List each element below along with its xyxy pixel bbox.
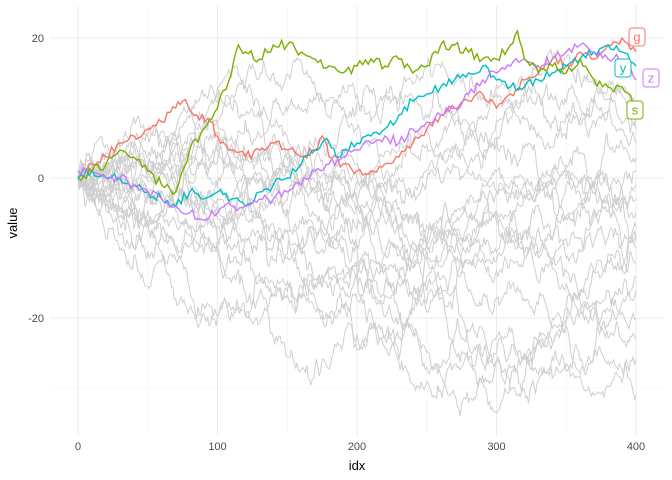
series-label-y: y xyxy=(614,58,632,78)
series-label-text: s xyxy=(632,103,639,118)
background-series-line xyxy=(77,56,637,183)
tick-labels: 0 100 200 300 400 -20 0 20 xyxy=(28,33,645,453)
background-series-line xyxy=(77,130,637,360)
background-series-line xyxy=(77,158,637,417)
background-series-line xyxy=(77,157,637,386)
background-series-line xyxy=(77,132,637,269)
y-axis-title: value xyxy=(5,207,20,238)
series-label-text: z xyxy=(648,71,655,86)
x-tick-label: 100 xyxy=(208,441,226,453)
y-tick-label: -20 xyxy=(28,313,44,325)
x-tick-label: 400 xyxy=(627,441,645,453)
series-label-g: g xyxy=(628,27,646,47)
background-series-line xyxy=(77,164,637,351)
y-tick-label: 20 xyxy=(32,33,44,45)
x-tick-label: 200 xyxy=(348,441,366,453)
y-tick-label: 0 xyxy=(38,173,44,185)
series-label-text: y xyxy=(620,61,627,76)
series-label-box xyxy=(614,58,632,78)
series-label-box xyxy=(626,100,644,120)
series-line-y xyxy=(77,44,637,208)
background-series xyxy=(77,48,637,417)
background-series-line xyxy=(77,169,637,375)
background-series-line xyxy=(77,63,637,238)
series-label-text: g xyxy=(633,30,640,45)
x-tick-label: 300 xyxy=(487,441,505,453)
series-label-box xyxy=(642,68,660,88)
series-label-box xyxy=(628,27,646,47)
series-line-g xyxy=(77,36,637,179)
series-labels: g y z s xyxy=(614,27,660,120)
highlighted-series xyxy=(77,29,637,221)
series-label-s: s xyxy=(626,100,644,120)
background-series-line xyxy=(77,84,637,264)
series-line-s xyxy=(77,29,637,196)
x-tick-label: 0 xyxy=(75,441,81,453)
x-axis-title: idx xyxy=(349,458,366,473)
series-label-z: z xyxy=(642,68,660,88)
